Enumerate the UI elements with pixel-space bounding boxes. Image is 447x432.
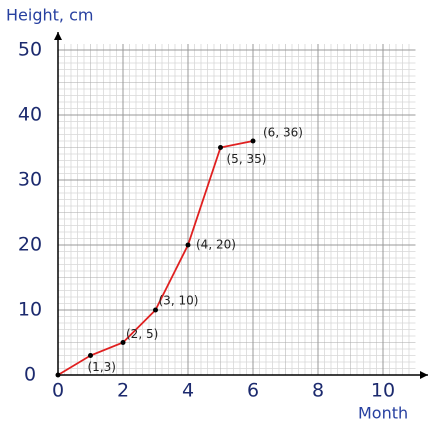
data-point — [55, 372, 61, 378]
x-axis-arrow — [420, 371, 428, 379]
data-point — [153, 307, 158, 313]
data-label: (3, 10) — [159, 294, 199, 308]
data-point — [218, 145, 223, 150]
data-point — [250, 138, 256, 144]
data-label: (2, 5) — [126, 327, 158, 341]
x-tick-label: 8 — [312, 380, 324, 402]
grid-background — [58, 44, 416, 375]
data-point — [88, 353, 93, 358]
y-tick-label: 10 — [18, 299, 42, 321]
y-tick-label: 20 — [18, 234, 42, 256]
y-tick-label: 30 — [18, 169, 42, 191]
y-axis-title: Height, cm — [6, 6, 93, 25]
x-tick-label: 4 — [182, 380, 194, 402]
x-tick-label: 6 — [247, 380, 259, 402]
data-label: (6, 36) — [263, 126, 303, 140]
y-tick-label: 0 — [24, 364, 36, 386]
x-axis-title: Month — [358, 404, 408, 423]
x-tick-label: 10 — [371, 380, 395, 402]
data-label: (5, 35) — [227, 152, 267, 166]
y-tick-label: 40 — [18, 104, 42, 126]
y-tick-label: 50 — [18, 39, 42, 61]
x-tick-label: 2 — [117, 380, 129, 402]
data-point — [185, 242, 191, 248]
data-label: (4, 20) — [196, 238, 236, 252]
data-label: (1,3) — [88, 360, 116, 374]
x-tick-label: 0 — [52, 380, 64, 402]
y-axis-arrow — [54, 32, 62, 40]
data-point — [120, 340, 126, 345]
